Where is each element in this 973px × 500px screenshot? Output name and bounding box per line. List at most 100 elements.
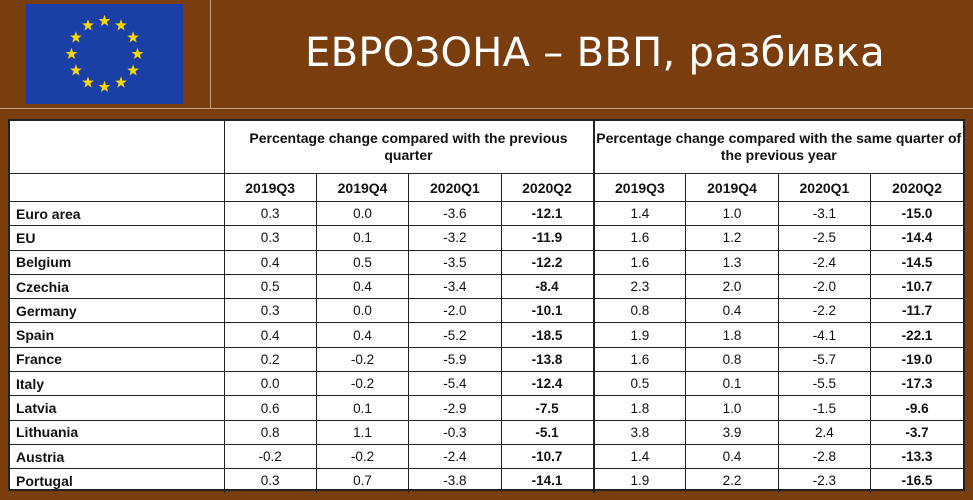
table-row: Belgium 0.4 0.5 -3.5 -12.2 1.6 1.3 -2.4 -14.5: [10, 250, 963, 275]
value-cell: 0.0: [315, 298, 409, 324]
value-cell: -13.8: [500, 347, 594, 373]
value-cell: 0.0: [315, 201, 409, 227]
value-cell: -18.5: [500, 322, 594, 348]
value-cell: -19.0: [870, 347, 963, 373]
table-row: Portugal 0.3 0.7 -3.8 -14.1 1.9 2.2 -2.3 -16.5: [10, 468, 963, 493]
table-body: Euro area 0.3 0.0 -3.6 -12.1 1.4 1.0 -3.1 -15.0 E…: [10, 201, 963, 493]
value-cell: 3.8: [592, 420, 686, 445]
value-cell: -2.2: [777, 298, 871, 324]
star-icon: [127, 31, 139, 43]
value-cell: 0.8: [685, 347, 779, 373]
quarter-header-row: 2019Q3 2019Q4 2020Q1 2020Q2 2019Q3 2019Q…: [10, 173, 963, 202]
value-cell: -10.1: [500, 298, 594, 324]
value-cell: 1.0: [685, 201, 779, 227]
value-cell: -3.6: [408, 201, 502, 227]
value-cell: -2.4: [777, 250, 871, 275]
country-cell: Germany: [10, 298, 224, 324]
value-cell: -17.3: [870, 371, 963, 397]
table-row: Italy 0.0 -0.2 -5.4 -12.4 0.5 0.1 -5.5 -17.3: [10, 371, 963, 397]
value-cell: 0.0: [223, 371, 317, 397]
star-icon: [131, 47, 144, 60]
value-cell: 1.4: [592, 444, 686, 470]
value-cell: 0.4: [223, 250, 317, 275]
value-cell: 1.1: [315, 420, 409, 445]
quarter-header: 2020Q2: [870, 173, 963, 202]
value-cell: -9.6: [870, 395, 963, 421]
value-cell: 1.8: [592, 395, 686, 421]
value-cell: -2.0: [777, 274, 871, 300]
value-cell: 1.9: [592, 322, 686, 348]
value-cell: -2.0: [408, 298, 502, 324]
quarter-header: 2019Q3: [223, 173, 317, 202]
value-cell: 3.9: [685, 420, 779, 445]
value-cell: 1.6: [592, 250, 686, 275]
value-cell: -0.2: [223, 444, 317, 470]
value-cell: 2.4: [777, 420, 871, 445]
value-cell: -4.1: [777, 322, 871, 348]
country-cell: Spain: [10, 322, 224, 348]
country-cell: Italy: [10, 371, 224, 397]
value-cell: -11.9: [500, 225, 594, 251]
group-header-qoq: Percentage change compared with the prev…: [223, 121, 594, 174]
country-subheader-cell: [10, 173, 224, 202]
star-icon: [127, 64, 139, 76]
country-cell: Portugal: [16, 472, 73, 489]
value-cell: 0.4: [223, 322, 317, 348]
star-icon: [70, 31, 82, 43]
value-cell: -22.1: [870, 322, 963, 348]
star-icon: [82, 76, 94, 88]
value-cell: -5.4: [408, 371, 502, 397]
group-header-yoy: Percentage change compared with the same…: [592, 121, 963, 174]
quarter-header: 2019Q3: [592, 173, 686, 202]
value-cell: 2.3: [592, 274, 686, 300]
quarter-header: 2019Q4: [315, 173, 409, 202]
table-row: Spain 0.4 0.4 -5.2 -18.5 1.9 1.8 -4.1 -22.1: [10, 322, 963, 348]
country-cell: Lithuania: [10, 420, 224, 445]
value-cell: 2.0: [685, 274, 779, 300]
value-cell: 2.2: [685, 468, 779, 493]
value-cell: 1.0: [685, 395, 779, 421]
slide-title: ЕВРОЗОНА – ВВП, разбивка: [305, 30, 885, 76]
table-row: Austria -0.2 -0.2 -2.4 -10.7 1.4 0.4 -2.8 -13.3: [10, 444, 963, 470]
value-cell: 0.8: [223, 420, 317, 445]
star-icon: [65, 47, 78, 60]
value-cell: 0.5: [223, 274, 317, 300]
table-row: EU 0.3 0.1 -3.2 -11.9 1.6 1.2 -2.5 -14.4: [10, 225, 963, 251]
country-cell: Euro area: [10, 201, 224, 227]
country-cell: Austria: [10, 444, 224, 470]
star-icon: [98, 80, 111, 93]
country-cell: Belgium: [10, 250, 224, 275]
value-cell: -5.7: [777, 347, 871, 373]
header-divider: [210, 0, 211, 108]
value-cell: 1.2: [685, 225, 779, 251]
table-row: Germany 0.3 0.0 -2.0 -10.1 0.8 0.4 -2.2 -11.7: [10, 298, 963, 324]
star-icon: [115, 19, 127, 31]
value-cell: 0.6: [223, 395, 317, 421]
value-cell: 1.6: [592, 225, 686, 251]
table-row: France 0.2 -0.2 -5.9 -13.8 1.6 0.8 -5.7 -19.0: [10, 347, 963, 373]
value-cell: -15.0: [870, 201, 963, 227]
value-cell: -0.2: [315, 347, 409, 373]
value-cell: -0.2: [315, 371, 409, 397]
star-icon: [82, 19, 94, 31]
group-header-row: Percentage change compared with the prev…: [10, 121, 963, 174]
value-cell: 0.4: [315, 322, 409, 348]
value-cell: 0.2: [223, 347, 317, 373]
quarter-header: 2020Q2: [500, 173, 594, 202]
country-cell: Czechia: [10, 274, 224, 300]
value-cell: 0.4: [315, 274, 409, 300]
quarter-header: 2020Q1: [777, 173, 871, 202]
value-cell: -12.4: [500, 371, 594, 397]
value-cell: 0.3: [223, 225, 317, 251]
value-cell: -2.8: [777, 444, 871, 470]
value-cell: 1.9: [592, 468, 686, 493]
table-row: Czechia 0.5 0.4 -3.4 -8.4 2.3 2.0 -2.0 -10.7: [10, 274, 963, 300]
value-cell: -14.5: [870, 250, 963, 275]
value-cell: -2.9: [408, 395, 502, 421]
country-cell: France: [10, 347, 224, 373]
slide-header: ЕВРОЗОНА – ВВП, разбивка: [0, 0, 973, 110]
value-cell: -7.5: [500, 395, 594, 421]
country-cell: EU: [10, 225, 224, 251]
value-cell: 0.1: [315, 395, 409, 421]
value-cell: 0.5: [315, 250, 409, 275]
